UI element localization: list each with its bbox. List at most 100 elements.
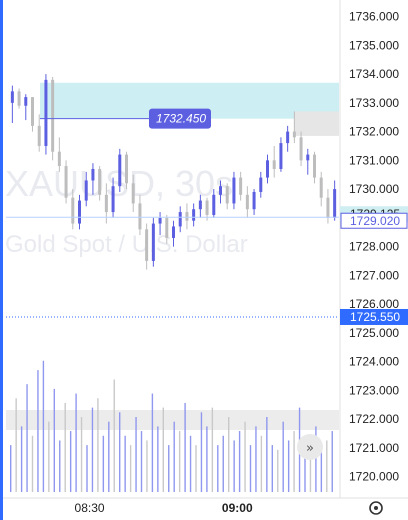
candle-body bbox=[31, 97, 34, 126]
volume-bars bbox=[10, 360, 333, 492]
chart-background bbox=[3, 0, 408, 520]
volume-bar bbox=[124, 435, 126, 492]
volume-bar bbox=[178, 431, 181, 492]
candle-body bbox=[138, 203, 142, 230]
price-tick-label: 1730.000 bbox=[349, 182, 399, 196]
candle-body bbox=[178, 212, 182, 227]
candle-body bbox=[158, 217, 162, 224]
volume-bar bbox=[91, 407, 94, 492]
price-tick-label: 1727.000 bbox=[349, 268, 399, 282]
price-callout[interactable]: 1732.450 bbox=[149, 108, 211, 129]
candle-body bbox=[272, 160, 276, 169]
price-tick-label: 1733.000 bbox=[349, 96, 399, 110]
price-tick-label: 1723.000 bbox=[349, 383, 399, 397]
volume-bar bbox=[15, 398, 17, 492]
volume-bar bbox=[304, 445, 306, 492]
price-tick-label: 1732.000 bbox=[349, 125, 399, 139]
volume-bar bbox=[222, 435, 224, 492]
candle-body bbox=[286, 131, 290, 144]
volume-bar bbox=[266, 417, 268, 492]
candle-body bbox=[259, 177, 263, 192]
time-axis[interactable]: 08:30 09:00 bbox=[3, 497, 408, 515]
price-chart[interactable]: XAUUSD, 30s Gold Spot / U.S. Dollar 1736… bbox=[3, 0, 408, 520]
candle-body bbox=[299, 137, 303, 161]
watermark-name: Gold Spot / U.S. Dollar bbox=[5, 231, 248, 258]
candle-body bbox=[37, 125, 41, 146]
price-tick-label: 1725.000 bbox=[349, 326, 399, 340]
volume-zone bbox=[6, 410, 339, 430]
price-tick-label: 1728.000 bbox=[349, 240, 399, 254]
price-axis[interactable]: 1736.000 1735.000 1734.000 1733.000 1732.000… bbox=[339, 0, 399, 498]
volume-bar bbox=[151, 393, 154, 492]
candle-body bbox=[172, 226, 175, 238]
candle-body bbox=[125, 154, 128, 184]
volume-bar bbox=[244, 421, 246, 492]
candle-body bbox=[10, 91, 14, 103]
price-tick-label: 1722.000 bbox=[349, 412, 399, 426]
candle-body bbox=[212, 194, 216, 215]
price-tick-label: 1734.000 bbox=[349, 67, 399, 81]
volume-bar bbox=[146, 440, 148, 492]
candle-body bbox=[292, 131, 296, 138]
volume-bar bbox=[37, 370, 39, 492]
volume-zone-band bbox=[6, 410, 339, 430]
candle-body bbox=[51, 79, 55, 152]
price-tick-label: 1731.000 bbox=[349, 153, 399, 167]
volume-bar bbox=[293, 431, 295, 492]
price-tick-label: 1724.000 bbox=[349, 355, 399, 369]
volume-bar bbox=[20, 426, 23, 492]
price-tag-bg bbox=[340, 308, 408, 325]
volume-bar bbox=[42, 360, 45, 492]
candle-body bbox=[266, 160, 269, 178]
volume-bar bbox=[255, 426, 257, 492]
volume-bar bbox=[102, 435, 105, 492]
candle-body bbox=[44, 79, 48, 146]
volume-bar bbox=[69, 431, 72, 492]
chart-ui: » bbox=[297, 434, 383, 515]
candle-body bbox=[111, 186, 115, 213]
volume-bar bbox=[331, 431, 333, 492]
lines bbox=[6, 118, 339, 318]
volume-bar bbox=[135, 417, 137, 492]
candle-body bbox=[252, 191, 256, 210]
price-tag-label: 1725.550 bbox=[350, 310, 400, 324]
volume-bar bbox=[59, 440, 61, 492]
callout-label: 1732.450 bbox=[156, 112, 206, 126]
candle-body bbox=[333, 189, 337, 218]
price-tag-bg bbox=[340, 212, 408, 229]
volume-bar bbox=[184, 402, 186, 492]
candle-body bbox=[91, 168, 95, 181]
volume-bar bbox=[217, 445, 219, 492]
candle-body bbox=[306, 154, 310, 161]
volume-bar bbox=[315, 426, 317, 492]
volume-bar bbox=[53, 388, 55, 492]
candle-body bbox=[232, 177, 236, 204]
candle-body bbox=[225, 186, 229, 204]
volume-bar bbox=[162, 407, 164, 492]
gear-icon bbox=[369, 501, 383, 515]
volume-bar bbox=[200, 412, 203, 492]
price-tick-label: 1726.000 bbox=[349, 297, 399, 311]
volume-bar bbox=[277, 449, 279, 492]
candle-body bbox=[71, 197, 75, 224]
candle-body bbox=[145, 229, 149, 261]
volume-bar bbox=[287, 440, 290, 492]
candle-body bbox=[17, 91, 21, 106]
candle-body bbox=[326, 197, 330, 218]
volume-bar bbox=[26, 384, 28, 492]
volume-bar bbox=[195, 445, 197, 492]
candle-body bbox=[165, 217, 169, 238]
volume-bar bbox=[80, 417, 83, 492]
candle-body bbox=[185, 212, 189, 221]
volume-bar bbox=[206, 426, 208, 492]
volume-bar bbox=[326, 440, 328, 492]
double-chevron-icon: » bbox=[306, 441, 314, 456]
candle-body bbox=[24, 97, 28, 106]
candle-body bbox=[131, 183, 135, 204]
candle-body bbox=[192, 209, 196, 221]
candle-body bbox=[118, 154, 122, 187]
scroll-right-button bbox=[297, 434, 323, 460]
volume-bar bbox=[48, 421, 50, 492]
candle-body bbox=[245, 194, 249, 210]
